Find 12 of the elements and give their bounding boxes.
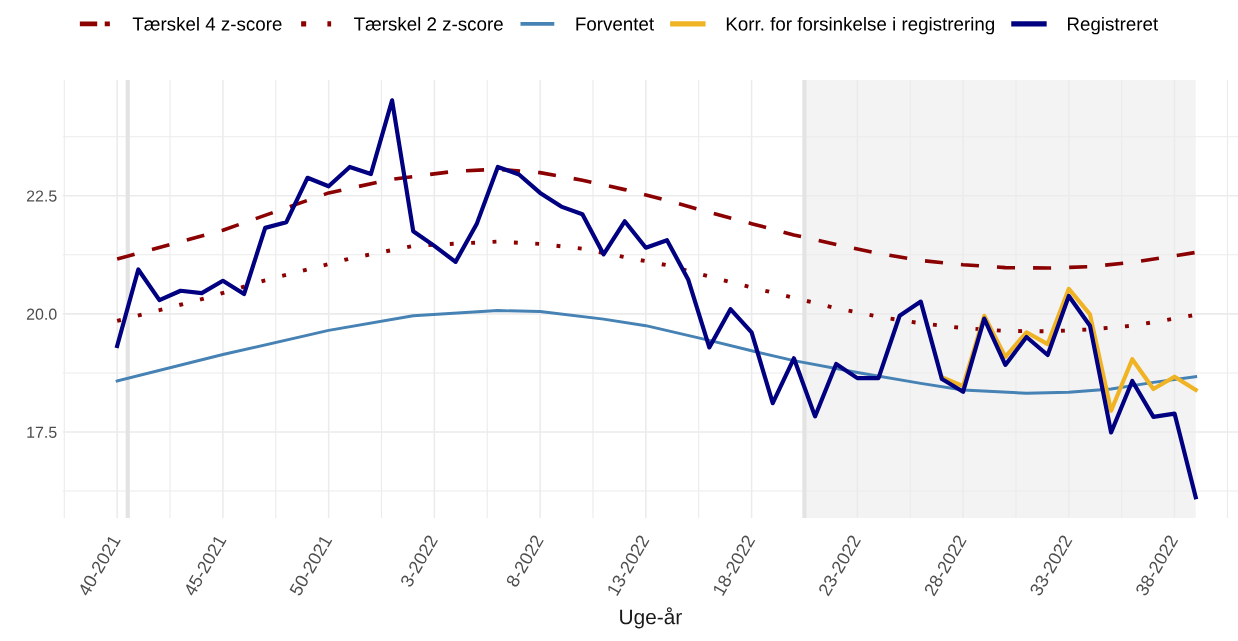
- y-tick-label: 17.5: [27, 426, 57, 438]
- legend-label: Tærskel 4 z-score: [132, 16, 282, 31]
- legend-label: Tærskel 2 z-score: [354, 16, 503, 31]
- y-tick-label: 20.0: [26, 308, 57, 320]
- y-tick-label: 22.5: [26, 190, 57, 202]
- line-series: [115, 309, 1198, 395]
- line-series: [115, 167, 1198, 270]
- legend-label: Forventet: [576, 17, 654, 31]
- legend-label: Registreret: [1068, 16, 1159, 35]
- line-series: [115, 98, 1198, 500]
- legend-label: Korr. for forsinkelse i registrering: [726, 16, 995, 35]
- x-axis-title: Uge-år: [620, 607, 682, 629]
